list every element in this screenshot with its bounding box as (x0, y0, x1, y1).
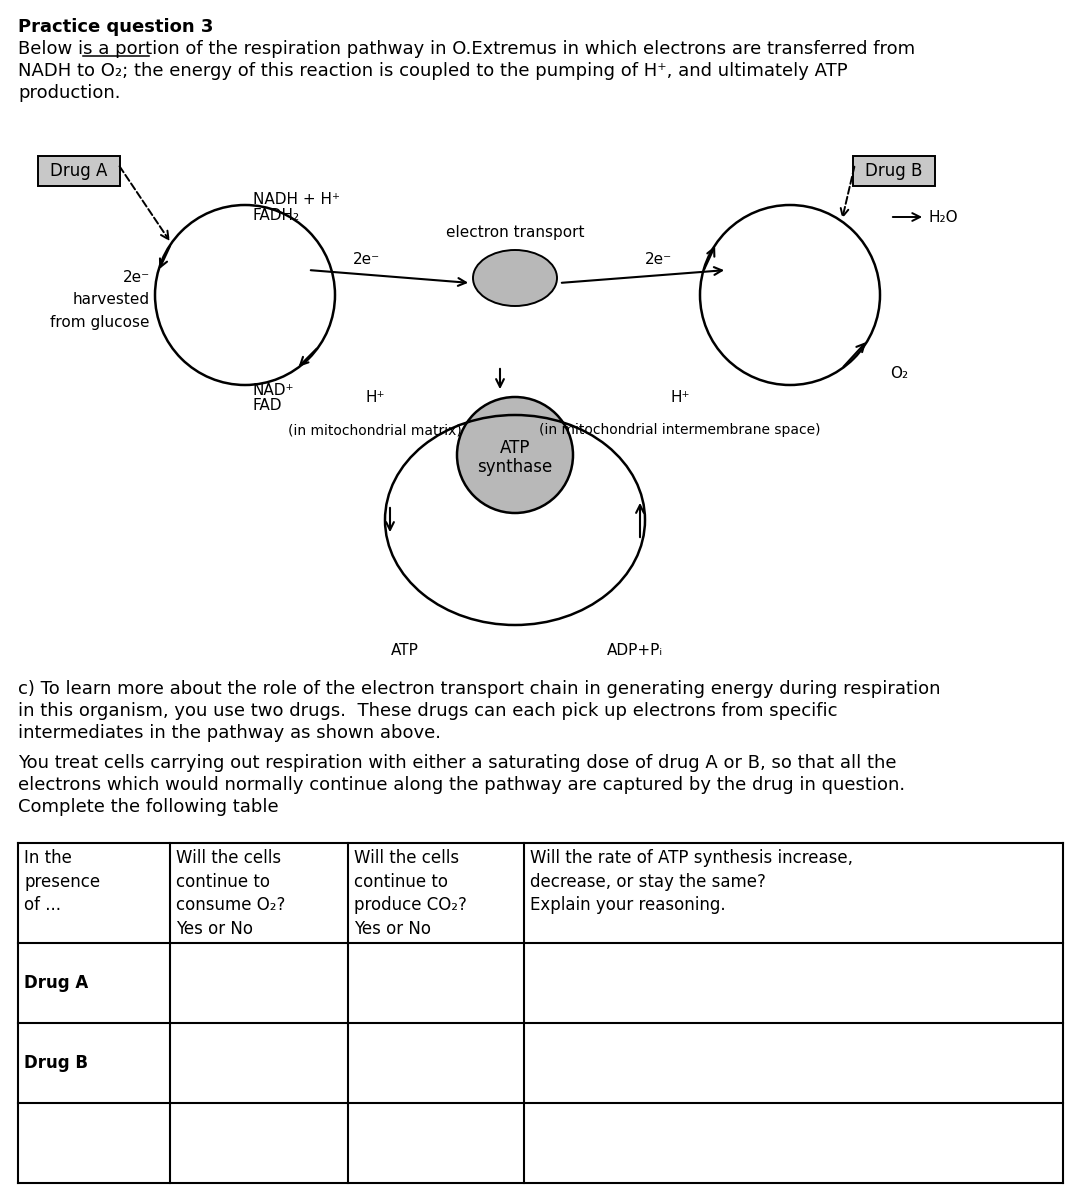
Text: Below is a portion of the respiration pathway in O.Extremus in which electrons a: Below is a portion of the respiration pa… (18, 40, 915, 58)
Text: in this organism, you use two drugs.  These drugs can each pick up electrons fro: in this organism, you use two drugs. The… (18, 702, 837, 720)
Text: production.: production. (18, 84, 120, 102)
Text: H⁺: H⁺ (670, 390, 690, 404)
Text: intermediates in the pathway as shown above.: intermediates in the pathway as shown ab… (18, 724, 441, 742)
Text: Will the rate of ATP synthesis increase,
decrease, or stay the same?
Explain you: Will the rate of ATP synthesis increase,… (530, 850, 853, 914)
Circle shape (457, 397, 573, 514)
Text: H⁺: H⁺ (365, 390, 384, 404)
Text: synthase: synthase (478, 458, 552, 476)
Text: ADP+Pᵢ: ADP+Pᵢ (606, 643, 663, 658)
FancyBboxPatch shape (38, 156, 120, 186)
Text: FAD: FAD (253, 398, 283, 413)
Text: (in mitochondrial matrix): (in mitochondrial matrix) (288, 422, 461, 437)
Text: ATP: ATP (499, 439, 531, 457)
Text: Complete the following table: Complete the following table (18, 798, 278, 816)
Text: from glucose: from glucose (51, 316, 151, 330)
Text: 2e⁻: 2e⁻ (353, 252, 380, 268)
Text: electron transport: electron transport (446, 226, 584, 240)
Text: harvested: harvested (73, 293, 151, 307)
Text: NADH to O₂; the energy of this reaction is coupled to the pumping of H⁺, and ult: NADH to O₂; the energy of this reaction … (18, 62, 848, 80)
Text: Drug A: Drug A (50, 162, 107, 180)
Text: Drug B: Drug B (865, 162, 923, 180)
Text: Drug B: Drug B (24, 1054, 88, 1072)
Text: 2e⁻: 2e⁻ (122, 270, 151, 284)
Text: c) To learn more about the role of the electron transport chain in generating en: c) To learn more about the role of the e… (18, 680, 940, 698)
Text: Practice question 3: Practice question 3 (18, 18, 213, 36)
Text: NAD⁺: NAD⁺ (253, 383, 295, 398)
Text: H₂O: H₂O (928, 210, 957, 224)
Text: electrons which would normally continue along the pathway are captured by the dr: electrons which would normally continue … (18, 776, 905, 794)
FancyBboxPatch shape (853, 156, 935, 186)
Text: You treat cells carrying out respiration with either a saturating dose of drug A: You treat cells carrying out respiration… (18, 754, 897, 772)
Text: ATP: ATP (391, 643, 419, 658)
Text: 2e⁻: 2e⁻ (645, 252, 673, 268)
Text: (in mitochondrial intermembrane space): (in mitochondrial intermembrane space) (539, 422, 821, 437)
Text: In the
presence
of ...: In the presence of ... (24, 850, 100, 914)
Text: NADH + H⁺: NADH + H⁺ (253, 192, 340, 206)
Text: O₂: O₂ (890, 366, 909, 380)
Text: Drug A: Drug A (24, 974, 88, 992)
Text: Will the cells
continue to
produce CO₂?
Yes or No: Will the cells continue to produce CO₂? … (354, 850, 467, 938)
Text: Will the cells
continue to
consume O₂?
Yes or No: Will the cells continue to consume O₂? Y… (177, 850, 286, 938)
Text: FADH₂: FADH₂ (253, 208, 300, 223)
Ellipse shape (473, 250, 557, 306)
